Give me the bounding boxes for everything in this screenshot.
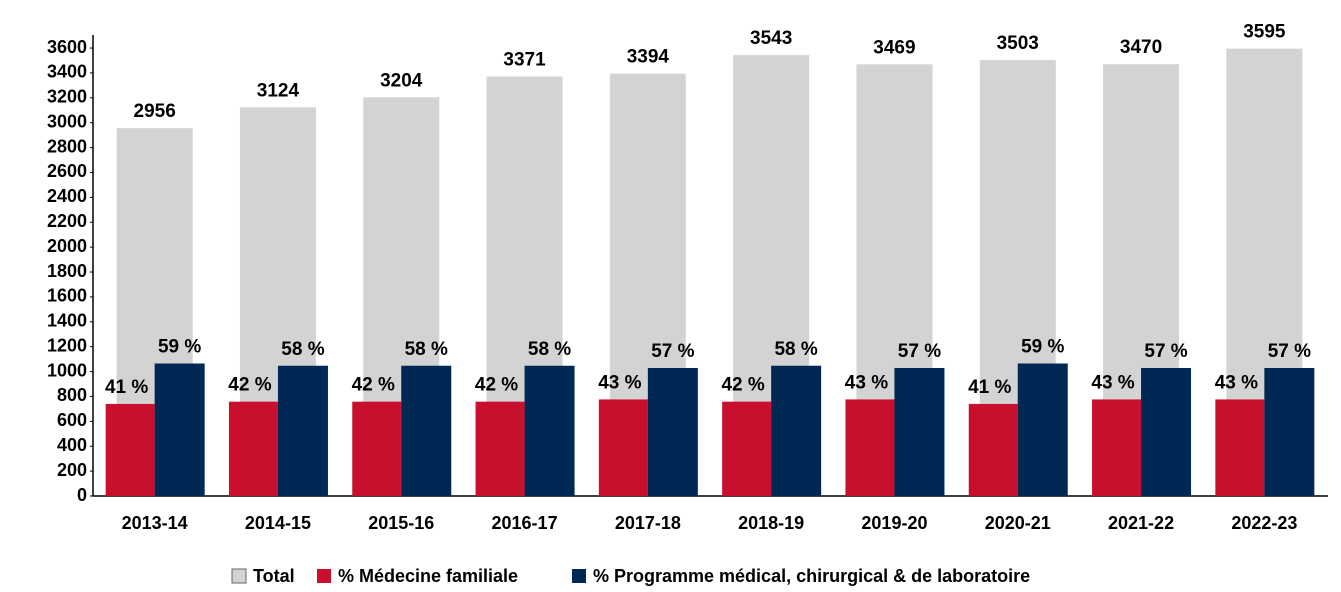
bar: [228, 401, 278, 496]
data-label: 43 %: [845, 372, 888, 393]
bar: [598, 399, 648, 496]
x-tick-label: 2014-15: [245, 513, 311, 533]
bar: [105, 403, 155, 496]
bar: [154, 363, 205, 496]
bar: [352, 401, 402, 496]
data-label: 3204: [380, 70, 423, 91]
bar: [647, 367, 698, 496]
legend-label: % Programme médical, chirurgical & de la…: [593, 566, 1030, 586]
data-label: 57 %: [1268, 341, 1311, 362]
data-label: 58 %: [774, 339, 817, 360]
bar: [771, 365, 822, 496]
bar: [1141, 367, 1192, 496]
data-label: 58 %: [528, 339, 571, 360]
data-label: 2956: [134, 101, 176, 122]
legend-label: % Médecine familiale: [338, 566, 518, 586]
data-label: 57 %: [1144, 341, 1187, 362]
bar: [968, 403, 1018, 496]
y-tick-label: 3000: [47, 111, 87, 131]
bar: [1215, 399, 1265, 496]
data-label: 3595: [1243, 22, 1286, 43]
data-label: 57 %: [651, 341, 694, 362]
x-tick-label: 2021-22: [1108, 513, 1174, 533]
data-label: 58 %: [281, 339, 324, 360]
data-label: 43 %: [598, 372, 641, 393]
data-label: 3371: [503, 50, 546, 71]
y-tick-label: 3600: [47, 37, 87, 57]
y-tick-label: 3200: [47, 87, 87, 107]
y-tick-label: 2000: [47, 236, 87, 256]
legend-swatch: [317, 569, 331, 583]
legend-label: Total: [253, 566, 295, 586]
data-label: 3503: [997, 33, 1039, 54]
y-tick-label: 1400: [47, 311, 87, 331]
data-label: 3543: [750, 28, 792, 49]
x-tick-label: 2017-18: [615, 513, 681, 533]
bar: [524, 365, 575, 496]
x-tick-label: 2015-16: [368, 513, 434, 533]
y-tick-label: 2400: [47, 186, 87, 206]
x-tick-label: 2016-17: [492, 513, 558, 533]
bar: [1092, 399, 1142, 496]
data-label: 42 %: [475, 375, 518, 396]
data-label: 59 %: [158, 337, 201, 358]
data-label: 41 %: [105, 377, 148, 398]
data-label: 3469: [873, 37, 915, 58]
y-tick-label: 1800: [47, 261, 87, 281]
y-tick-label: 1600: [47, 286, 87, 306]
data-label: 58 %: [405, 339, 448, 360]
data-label: 3124: [257, 80, 300, 101]
data-label: 57 %: [898, 341, 941, 362]
x-tick-label: 2019-20: [861, 513, 927, 533]
data-label: 42 %: [352, 375, 395, 396]
bar: [722, 401, 772, 496]
bar: [475, 401, 525, 496]
legend-swatch: [572, 569, 586, 583]
bar: [277, 365, 328, 496]
data-label: 42 %: [228, 375, 271, 396]
x-tick-label: 2018-19: [738, 513, 804, 533]
y-tick-label: 400: [57, 435, 87, 455]
y-tick-label: 200: [57, 460, 87, 480]
data-label: 3470: [1120, 37, 1162, 58]
bar: [1017, 363, 1068, 496]
data-label: 43 %: [1091, 372, 1134, 393]
y-tick-label: 1200: [47, 335, 87, 355]
bar: [845, 399, 895, 496]
y-tick-label: 600: [57, 410, 87, 430]
y-tick-label: 800: [57, 385, 87, 405]
bar: [894, 367, 945, 496]
x-tick-label: 2020-21: [985, 513, 1051, 533]
y-tick-label: 2600: [47, 161, 87, 181]
data-label: 43 %: [1215, 372, 1258, 393]
y-tick-label: 2200: [47, 211, 87, 231]
x-tick-label: 2022-23: [1231, 513, 1297, 533]
bar: [1264, 367, 1315, 496]
data-label: 42 %: [721, 375, 764, 396]
data-label: 59 %: [1021, 337, 1064, 358]
y-tick-label: 2800: [47, 136, 87, 156]
bar: [401, 365, 452, 496]
x-tick-label: 2013-14: [122, 513, 188, 533]
y-tick-label: 3400: [47, 62, 87, 82]
data-label: 41 %: [968, 377, 1011, 398]
y-tick-label: 1000: [47, 360, 87, 380]
legend-swatch: [231, 568, 247, 584]
y-tick-label: 0: [77, 485, 87, 505]
data-label: 3394: [627, 47, 670, 68]
